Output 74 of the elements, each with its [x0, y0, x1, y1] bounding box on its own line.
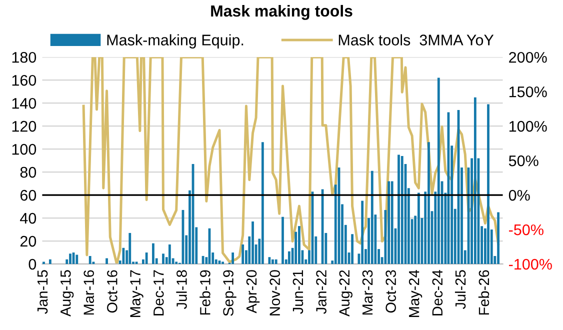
chart-title: Mask making tools [211, 4, 352, 20]
y-tick-label: 160 [12, 74, 36, 86]
bar [128, 232, 132, 264]
line-series [82, 57, 500, 264]
y-tick-label: 80 [20, 166, 36, 178]
y2-tick-label: 200% [509, 52, 547, 63]
x-tick-label: May-17 [130, 270, 144, 317]
y-tick-label: 40 [20, 212, 36, 224]
bar [242, 244, 244, 264]
legend-label: Mask-making Equip. [107, 34, 244, 48]
bar [288, 251, 290, 264]
x-tick-label: Dec-17 [154, 270, 164, 316]
bar [88, 256, 92, 264]
bar [261, 142, 264, 264]
y-tick-label: 140 [12, 98, 36, 109]
x-tick-label: Feb-19 [200, 270, 210, 315]
y-tick-label: 20 [20, 236, 36, 247]
x-tick-label: Nov-20 [270, 270, 280, 316]
x-tick-label: Jun-21 [292, 270, 304, 314]
bar [232, 252, 234, 264]
bar [487, 104, 490, 264]
bar [390, 181, 394, 264]
y2-tick-label: -50% [508, 224, 544, 236]
bar [76, 254, 78, 264]
bar [272, 259, 274, 264]
y2-tick-label: 0% [508, 190, 530, 201]
x-tick-label: Mar-23 [362, 270, 373, 315]
bar [351, 234, 354, 264]
bar [388, 181, 390, 264]
x-tick-label: Jul-25 [454, 270, 466, 310]
bar [106, 258, 108, 264]
y2-tick-label: -100% [508, 258, 552, 270]
bar [428, 142, 430, 264]
bar [145, 252, 148, 264]
bar [298, 226, 300, 264]
bar [162, 254, 164, 264]
x-tick-label: Feb-26 [478, 270, 490, 315]
x-tick-label: Mar-16 [84, 270, 94, 315]
y2-tick-label: 100% [509, 120, 547, 132]
x-tick-label: Aug-15 [60, 270, 74, 317]
x-tick-label: Oct-23 [386, 270, 396, 313]
x-tick-label: Dec-24 [432, 270, 443, 316]
bar [152, 243, 154, 264]
bar [274, 259, 278, 264]
bar [252, 221, 254, 264]
y-tick-label: 100 [12, 144, 36, 155]
x-tick-label: Jan-22 [316, 270, 326, 314]
y-tick-label: 60 [20, 190, 36, 201]
y2-tick-label: 50% [508, 155, 538, 166]
x-tick-label: Jan-15 [37, 270, 48, 314]
bar [268, 257, 271, 264]
bar [398, 154, 400, 264]
legend-label: Mask tools 3MMA YoY [338, 34, 494, 46]
bar [437, 78, 440, 264]
bar [168, 244, 171, 264]
x-tick-label: Jul-18 [176, 270, 187, 310]
bar [69, 254, 72, 264]
x-tick-label: May-24 [408, 270, 422, 317]
bar [361, 200, 364, 264]
x-tick-label: Sep-19 [223, 270, 236, 316]
bar [48, 259, 52, 264]
bar [400, 156, 404, 264]
y-tick-label: 0 [28, 258, 36, 270]
y2-tick-label: 150% [509, 86, 547, 98]
bar [497, 212, 500, 264]
x-tick-label: Aug-22 [339, 270, 352, 317]
y-tick-label: 180 [12, 52, 36, 63]
x-tick-label: Apr-20 [246, 270, 260, 314]
x-tick-label: Oct-16 [107, 270, 118, 313]
bar [418, 192, 420, 264]
y-tick-label: 120 [12, 120, 36, 132]
bar [370, 170, 374, 264]
bar [282, 216, 284, 264]
bar [474, 97, 476, 264]
